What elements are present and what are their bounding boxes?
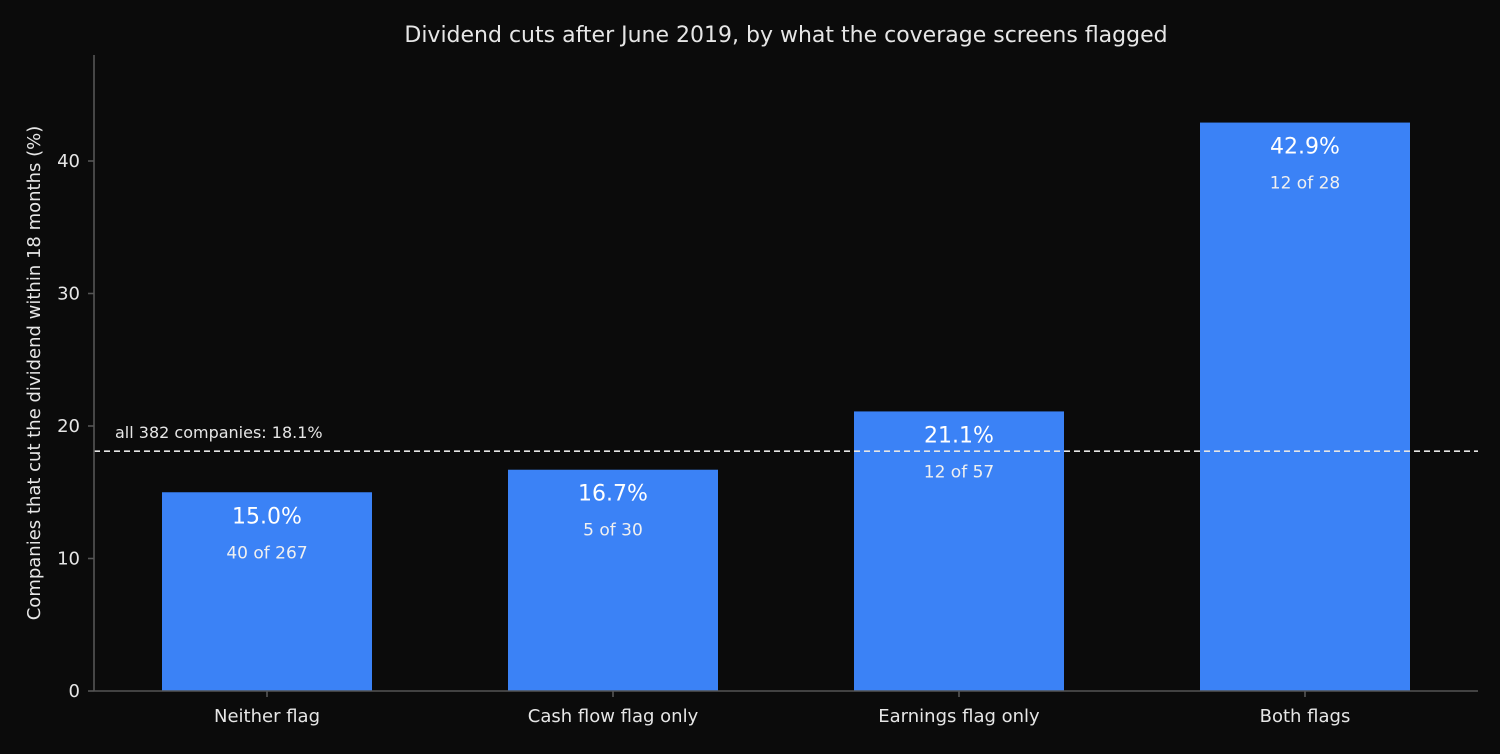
- x-axis-ticks: Neither flag Cash flow flag only Earnings …: [214, 691, 1350, 727]
- y-tick-label: 20: [57, 416, 80, 437]
- bar-count-label: 5 of 30: [583, 521, 643, 541]
- x-tick-label: Neither flag: [214, 706, 320, 727]
- bar: [1200, 122, 1410, 691]
- y-tick-label: 10: [57, 549, 80, 570]
- bar-value-label: 42.9%: [1270, 135, 1340, 160]
- bar-count-label: 40 of 267: [226, 543, 307, 563]
- x-tick-label: Both flags: [1260, 706, 1351, 727]
- bar-labels-group: 15.0% 40 of 267 16.7% 5 of 30 21.1% 12 of 57 4…: [226, 135, 1340, 564]
- y-tick-label: 30: [57, 284, 80, 305]
- bar: [508, 469, 718, 691]
- x-tick-label: Earnings flag only: [878, 706, 1040, 727]
- chart-title: Dividend cuts after June 2019, by what t…: [404, 23, 1167, 48]
- y-axis-ticks: 0 10 20 30 40: [57, 151, 94, 702]
- y-tick-label: 0: [69, 681, 80, 702]
- y-axis-label: Companies that cut the dividend within 1…: [24, 126, 45, 621]
- bar-value-label: 15.0%: [232, 504, 302, 529]
- reference-line-label: all 382 companies: 18.1%: [115, 423, 323, 442]
- bar-value-label: 21.1%: [924, 423, 994, 448]
- bar-count-label: 12 of 28: [1270, 174, 1340, 194]
- bars-group: [162, 122, 1410, 691]
- bar-count-label: 12 of 57: [924, 462, 994, 482]
- x-tick-label: Cash flow flag only: [528, 706, 699, 727]
- y-tick-label: 40: [57, 151, 80, 172]
- bar-value-label: 16.7%: [578, 482, 648, 507]
- bar: [162, 492, 372, 691]
- bar: [854, 411, 1064, 691]
